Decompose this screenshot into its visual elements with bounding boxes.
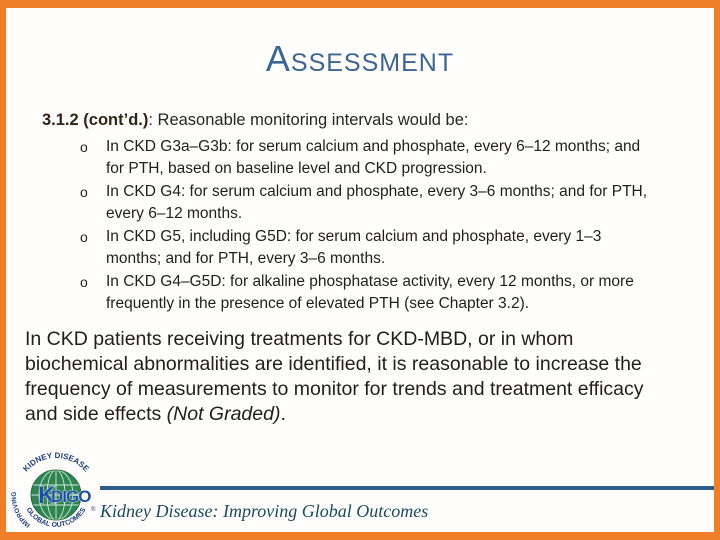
paragraph-line-end: . bbox=[280, 403, 286, 425]
bullet-line: In CKD G4: for serum calcium and phospha… bbox=[106, 183, 648, 200]
bullet-list: o In CKD G3a–G3b: for serum calcium and … bbox=[80, 136, 692, 316]
bullet-text: In CKD G4–G5D: for alkaline phosphatase … bbox=[106, 271, 692, 315]
registered-trademark-icon: ® bbox=[91, 506, 96, 513]
footer-divider-line bbox=[100, 486, 714, 490]
kdigo-logo: KIDNEY DISEASE GLOBAL OUTCOMES IMPROVING… bbox=[11, 451, 96, 529]
list-item: o In CKD G4–G5D: for alkaline phosphatas… bbox=[80, 271, 692, 315]
recommendation-number: 3.1.2 (cont’d.) bbox=[42, 111, 149, 129]
statement-paragraph: In CKD patients receiving treatments for… bbox=[25, 327, 701, 427]
bullet-line: frequently in the presence of elevated P… bbox=[106, 295, 530, 312]
paragraph-line: and side effects (Not Graded). bbox=[25, 402, 701, 427]
bullet-text: In CKD G3a–G3b: for serum calcium and ph… bbox=[106, 136, 692, 180]
slide-title: Assessment bbox=[265, 38, 455, 79]
bullet-marker: o bbox=[80, 184, 88, 200]
bullet-line: In CKD G4–G5D: for alkaline phosphatase … bbox=[106, 273, 634, 290]
paragraph-line: frequency of measurements to monitor for… bbox=[25, 378, 644, 400]
bullet-line: months; and for PTH, every 3–6 months. bbox=[106, 250, 386, 267]
paragraph-line-text: and side effects bbox=[25, 403, 167, 425]
bullet-line: In CKD G5, including G5D: for serum calc… bbox=[106, 228, 602, 245]
bullet-marker: o bbox=[80, 139, 88, 155]
logo-wordmark-k: K bbox=[38, 482, 56, 509]
recommendation-heading: 3.1.2 (cont’d.): Reasonable monitoring i… bbox=[42, 111, 468, 130]
list-item: o In CKD G4: for serum calcium and phosp… bbox=[80, 181, 692, 225]
bullet-line: for PTH, based on baseline level and CKD… bbox=[106, 160, 487, 177]
logo-wordmark: DIGO bbox=[51, 487, 91, 506]
bullet-line: In CKD G3a–G3b: for serum calcium and ph… bbox=[106, 138, 641, 155]
list-item: o In CKD G3a–G3b: for serum calcium and … bbox=[80, 136, 692, 180]
not-graded-label: (Not Graded) bbox=[166, 403, 281, 425]
bullet-marker: o bbox=[80, 229, 88, 245]
bullet-text: In CKD G4: for serum calcium and phospha… bbox=[106, 181, 692, 225]
paragraph-line: biochemical abnormalities are identified… bbox=[25, 353, 642, 375]
footer-tagline: Kidney Disease: Improving Global Outcome… bbox=[100, 501, 429, 521]
paragraph-line: In CKD patients receiving treatments for… bbox=[25, 328, 574, 350]
recommendation-heading-rest: : Reasonable monitoring intervals would … bbox=[148, 111, 469, 129]
bullet-line: every 6–12 months. bbox=[106, 205, 243, 222]
bullet-marker: o bbox=[80, 274, 88, 290]
list-item: o In CKD G5, including G5D: for serum ca… bbox=[80, 226, 692, 270]
bullet-text: In CKD G5, including G5D: for serum calc… bbox=[106, 226, 692, 270]
globe-icon bbox=[30, 469, 82, 521]
